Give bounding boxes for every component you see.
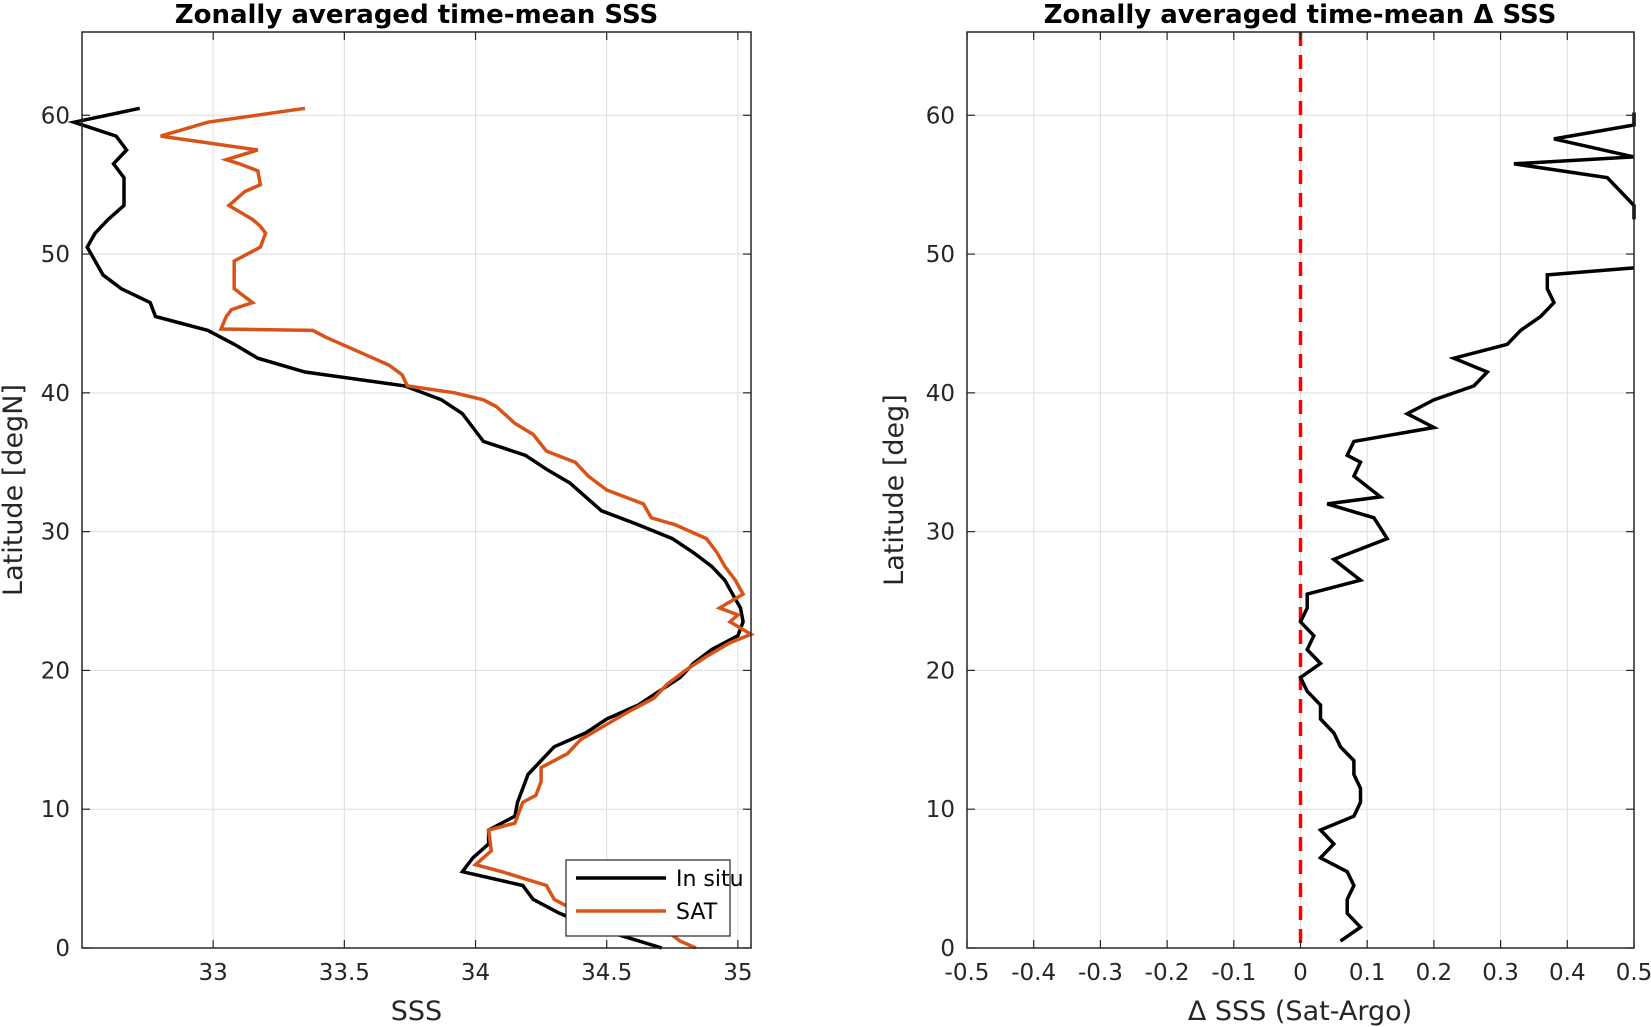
x-tick-label: 0.5 — [1616, 960, 1651, 986]
delta-chart-title: Zonally averaged time-mean Δ SSS — [1044, 0, 1557, 30]
y-tick-label: 50 — [41, 242, 70, 268]
delta-x-axis-label: Δ SSS (Sat-Argo) — [1188, 996, 1412, 1027]
x-tick-label: 34.5 — [581, 960, 632, 986]
x-tick-label: 0.1 — [1349, 960, 1386, 986]
y-tick-label: 60 — [41, 103, 70, 129]
legend-label-sat: SAT — [676, 900, 718, 925]
sss-chart: 33 33.5 34 34.5 35 0 10 20 30 40 50 60 Zonally aver… — [0, 0, 755, 1027]
sss-axes-area — [82, 32, 751, 948]
legend-label-in-situ: In situ — [676, 867, 744, 892]
x-tick-label: 33 — [199, 960, 228, 986]
y-tick-label: 10 — [41, 797, 70, 823]
y-tick-label: 40 — [41, 381, 70, 407]
delta-sss-chart: -0.5 -0.4 -0.3 -0.2 -0.1 0 0.1 0.2 0.3 0.4 0.5 0 10 2… — [879, 0, 1651, 1027]
x-tick-label: 0 — [1293, 960, 1308, 986]
x-tick-label: 34 — [461, 960, 490, 986]
sss-legend: In situ SAT — [565, 859, 744, 937]
sss-gridlines — [82, 32, 751, 949]
sss-series-lines — [67, 106, 755, 950]
delta-gridlines — [966, 32, 1635, 949]
x-tick-label: 0.4 — [1549, 960, 1586, 986]
x-tick-label: -0.3 — [1078, 960, 1123, 986]
series-0-line-1 — [1298, 266, 1635, 943]
delta-y-axis-label: Latitude [deg] — [879, 394, 910, 586]
x-tick-label: 0.2 — [1416, 960, 1453, 986]
y-tick-label: 50 — [926, 242, 955, 268]
delta-ticks: -0.5 -0.4 -0.3 -0.2 -0.1 0 0.1 0.2 0.3 0.4 0.5 0 10 2… — [926, 32, 1651, 986]
in-situ-line — [67, 106, 745, 950]
x-tick-label: -0.5 — [945, 960, 990, 986]
y-tick-label: 40 — [926, 381, 955, 407]
x-tick-label: -0.2 — [1145, 960, 1190, 986]
delta-series-lines — [1298, 112, 1636, 943]
x-tick-label: -0.4 — [1011, 960, 1056, 986]
sss-x-axis-label: SSS — [391, 996, 442, 1027]
x-tick-label: 0.3 — [1482, 960, 1519, 986]
x-tick-label: 33.5 — [319, 960, 370, 986]
y-tick-label: 60 — [926, 103, 955, 129]
series-0-line-2 — [1513, 112, 1636, 220]
y-tick-label: 30 — [41, 520, 70, 546]
x-tick-label: 35 — [723, 960, 752, 986]
y-tick-label: 0 — [55, 936, 70, 962]
y-tick-label: 20 — [926, 658, 955, 684]
sss-chart-title: Zonally averaged time-mean SSS — [175, 0, 659, 30]
sss-axes-box — [81, 31, 752, 949]
x-tick-label: -0.1 — [1211, 960, 1256, 986]
sss-ticks: 33 33.5 34 34.5 35 0 10 20 30 40 50 60 — [41, 32, 753, 986]
sss-y-axis-label: Latitude [degN] — [0, 384, 29, 596]
y-tick-label: 0 — [940, 936, 955, 962]
sat-line — [160, 106, 755, 950]
y-tick-label: 10 — [926, 797, 955, 823]
y-tick-label: 20 — [41, 658, 70, 684]
y-tick-label: 30 — [926, 520, 955, 546]
legend-box — [565, 859, 731, 937]
